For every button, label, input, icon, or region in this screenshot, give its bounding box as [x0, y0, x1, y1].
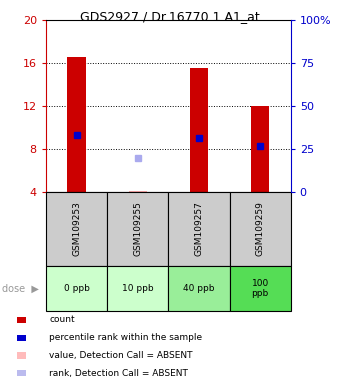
Bar — [190, 68, 208, 192]
Bar — [230, 266, 291, 311]
Text: rank, Detection Call = ABSENT: rank, Detection Call = ABSENT — [49, 369, 188, 378]
Text: value, Detection Call = ABSENT: value, Detection Call = ABSENT — [49, 351, 193, 360]
Text: GSM109255: GSM109255 — [133, 202, 142, 256]
Bar — [230, 192, 291, 266]
Text: GSM109259: GSM109259 — [256, 202, 265, 256]
Text: 40 ppb: 40 ppb — [183, 284, 215, 293]
Bar — [67, 57, 86, 192]
Bar — [168, 266, 230, 311]
Bar — [46, 266, 107, 311]
Text: 10 ppb: 10 ppb — [122, 284, 154, 293]
Bar — [17, 334, 26, 341]
Text: 0 ppb: 0 ppb — [64, 284, 89, 293]
Bar — [17, 353, 26, 359]
Text: GSM109257: GSM109257 — [194, 202, 203, 256]
Text: percentile rank within the sample: percentile rank within the sample — [49, 333, 203, 342]
Text: count: count — [49, 315, 75, 324]
Bar — [17, 370, 26, 376]
Bar — [251, 106, 269, 192]
Bar — [168, 192, 230, 266]
Bar — [129, 191, 147, 192]
Text: dose  ▶: dose ▶ — [2, 283, 38, 293]
Text: GSM109253: GSM109253 — [72, 202, 81, 256]
Text: GDS2927 / Dr.16770.1.A1_at: GDS2927 / Dr.16770.1.A1_at — [80, 10, 260, 23]
Bar — [46, 192, 107, 266]
Text: 100
ppb: 100 ppb — [252, 279, 269, 298]
Bar — [107, 266, 168, 311]
Bar — [107, 192, 168, 266]
Bar — [17, 317, 26, 323]
